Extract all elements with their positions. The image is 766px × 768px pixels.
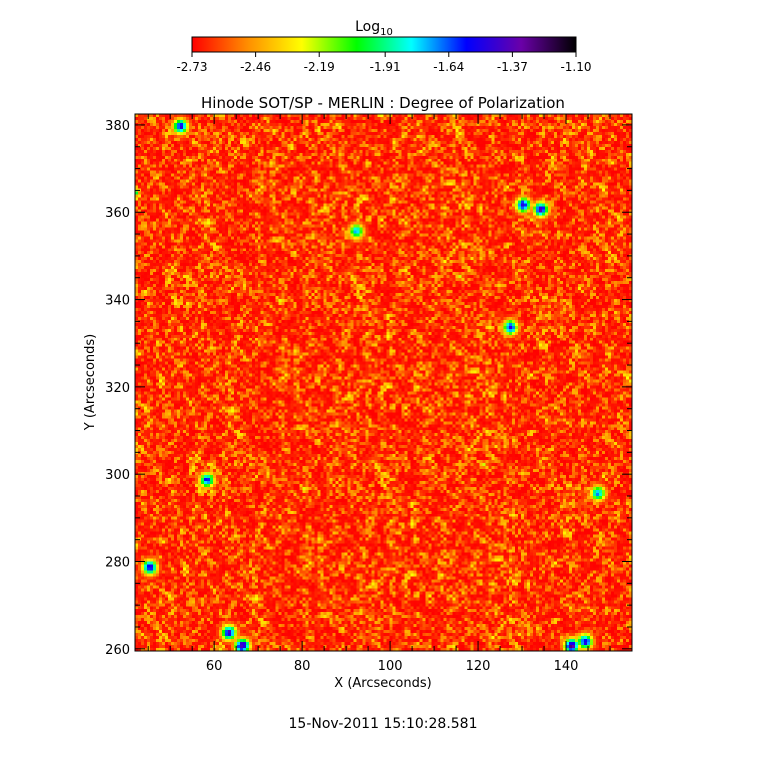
colorbar-label: Log10 — [355, 19, 393, 38]
x-tick-label: 80 — [294, 659, 311, 674]
colorbar-label-base: Log — [355, 19, 380, 35]
heatmap-image — [135, 114, 632, 651]
y-tick-label: 300 — [105, 468, 130, 483]
x-tick-label: 140 — [554, 659, 579, 674]
y-axis-label: Y (Arcseconds) — [83, 334, 98, 431]
y-axis: 260 280 300 320 340 360 380 — [105, 119, 632, 658]
y-tick-label: 320 — [105, 381, 130, 396]
colorbar-tick-label: -1.64 — [433, 60, 464, 74]
x-tick-label: 100 — [378, 659, 403, 674]
y-tick-label: 260 — [105, 643, 130, 658]
heatmap-area — [135, 114, 632, 651]
x-axis-label: X (Arcseconds) — [334, 676, 431, 691]
timestamp: 15-Nov-2011 15:10:28.581 — [289, 716, 478, 732]
colorbar-ticks: -2.73 -2.46 -2.19 -1.91 -1.64 -1.37 -1.10 — [176, 52, 592, 74]
x-tick-label: 60 — [206, 659, 223, 674]
colorbar-tick-label: -1.91 — [370, 60, 401, 74]
colorbar-tick-label: -1.10 — [560, 60, 591, 74]
y-tick-label: 380 — [105, 119, 130, 134]
colorbar-gradient — [191, 36, 577, 53]
x-tick-label: 120 — [466, 659, 491, 674]
colorbar-label-sub: 10 — [380, 27, 393, 38]
x-axis: 60 80 100 120 140 — [147, 114, 633, 674]
colorbar-tick-label: -2.19 — [304, 60, 335, 74]
colorbar-tick-label: -2.46 — [240, 60, 271, 74]
chart-title: Hinode SOT/SP - MERLIN : Degree of Polar… — [201, 94, 565, 112]
y-tick-label: 360 — [105, 206, 130, 221]
y-tick-label: 280 — [105, 556, 130, 571]
plot-frame — [134, 113, 633, 652]
colorbar: Log10 -2.73 -2.46 -2.19 -1.91 -1.64 -1.37 -1.1… — [176, 19, 591, 74]
colorbar-tick-label: -2.73 — [176, 60, 207, 74]
colorbar-tick-label: -1.37 — [497, 60, 528, 74]
y-tick-label: 340 — [105, 294, 130, 309]
